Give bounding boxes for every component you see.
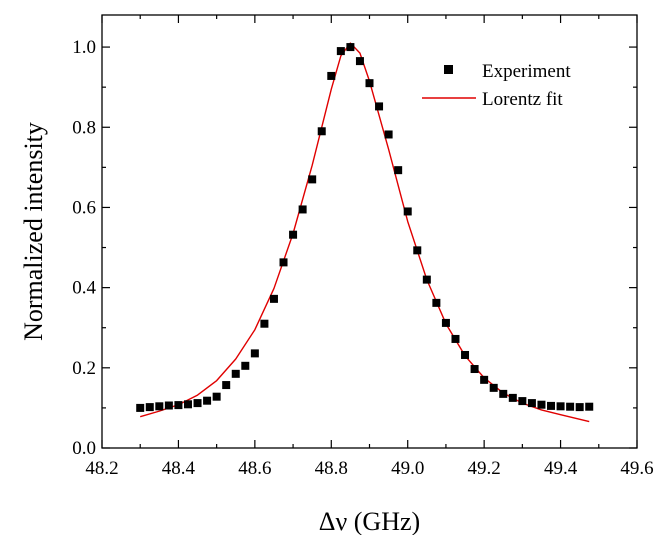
legend: Experiment Lorentz fit bbox=[422, 61, 571, 110]
x-tick-label: 48.6 bbox=[238, 458, 271, 479]
experiment-point bbox=[432, 298, 441, 307]
y-tick-label: 0.0 bbox=[72, 438, 96, 459]
experiment-point bbox=[556, 402, 565, 411]
experiment-point bbox=[403, 207, 412, 216]
experiment-point bbox=[422, 275, 431, 284]
experiment-point bbox=[537, 400, 546, 409]
experiment-point bbox=[375, 102, 384, 111]
experiment-point bbox=[308, 175, 317, 184]
x-tick-label: 48.2 bbox=[85, 458, 118, 479]
experiment-point bbox=[451, 334, 460, 343]
legend-label-experiment: Experiment bbox=[482, 61, 571, 82]
x-tick-label: 48.8 bbox=[315, 458, 348, 479]
experiment-point bbox=[547, 401, 556, 410]
legend-marker-experiment bbox=[444, 65, 453, 74]
legend-label-lorentz-fit: Lorentz fit bbox=[482, 89, 563, 110]
x-tick-label: 48.4 bbox=[162, 458, 196, 479]
experiment-point bbox=[203, 396, 212, 405]
y-axis-title: Normalized intensity bbox=[19, 122, 48, 341]
experiment-point bbox=[298, 205, 307, 214]
experiment-point bbox=[470, 365, 479, 374]
y-tick-label: 0.8 bbox=[72, 117, 96, 138]
experiment-point bbox=[508, 393, 517, 402]
experiment-point bbox=[155, 402, 164, 411]
experiment-point bbox=[489, 383, 498, 392]
experiment-point bbox=[585, 402, 594, 411]
x-tick-label: 49.4 bbox=[544, 458, 578, 479]
experiment-point bbox=[289, 230, 298, 239]
experiment-point bbox=[394, 166, 403, 175]
experiment-point bbox=[250, 349, 259, 358]
y-tick-label: 0.4 bbox=[72, 278, 96, 299]
experiment-point bbox=[384, 130, 393, 139]
experiment-point bbox=[527, 399, 536, 408]
experiment-point bbox=[279, 258, 288, 267]
experiment-point bbox=[480, 375, 489, 384]
experiment-point bbox=[499, 389, 508, 398]
experiment-point bbox=[355, 57, 364, 66]
experiment-point bbox=[174, 401, 183, 410]
experiment-point bbox=[317, 127, 326, 136]
experiment-point bbox=[260, 319, 269, 328]
experiment-point bbox=[241, 361, 250, 370]
x-axis-title: Δν (GHz) bbox=[319, 507, 420, 535]
ticks-layer: 48.2 48.4 48.6 48.8 49.0 49.2 49.4 49.6 0.0 0.2 0.… bbox=[72, 15, 654, 479]
experiment-points-layer bbox=[136, 43, 594, 412]
experiment-point bbox=[212, 392, 221, 401]
experiment-point bbox=[222, 381, 231, 390]
experiment-point bbox=[336, 47, 345, 56]
experiment-point bbox=[164, 401, 173, 410]
experiment-point bbox=[441, 318, 450, 327]
y-tick-label: 1.0 bbox=[72, 37, 96, 58]
experiment-point bbox=[327, 71, 336, 80]
experiment-point bbox=[575, 403, 584, 412]
experiment-point bbox=[193, 399, 202, 408]
experiment-point bbox=[365, 79, 374, 88]
experiment-point bbox=[136, 403, 145, 412]
experiment-point bbox=[566, 402, 575, 411]
x-tick-label: 49.0 bbox=[391, 458, 424, 479]
experiment-point bbox=[346, 43, 355, 52]
experiment-point bbox=[231, 369, 240, 378]
experiment-point bbox=[269, 294, 278, 303]
y-tick-label: 0.2 bbox=[72, 358, 96, 379]
experiment-point bbox=[461, 350, 470, 359]
experiment-point bbox=[183, 400, 192, 409]
experiment-point bbox=[518, 397, 527, 406]
experiment-point bbox=[413, 246, 422, 255]
x-tick-label: 49.2 bbox=[468, 458, 501, 479]
experiment-point bbox=[145, 403, 154, 412]
y-tick-label: 0.6 bbox=[72, 197, 96, 218]
x-tick-label: 49.6 bbox=[620, 458, 653, 479]
